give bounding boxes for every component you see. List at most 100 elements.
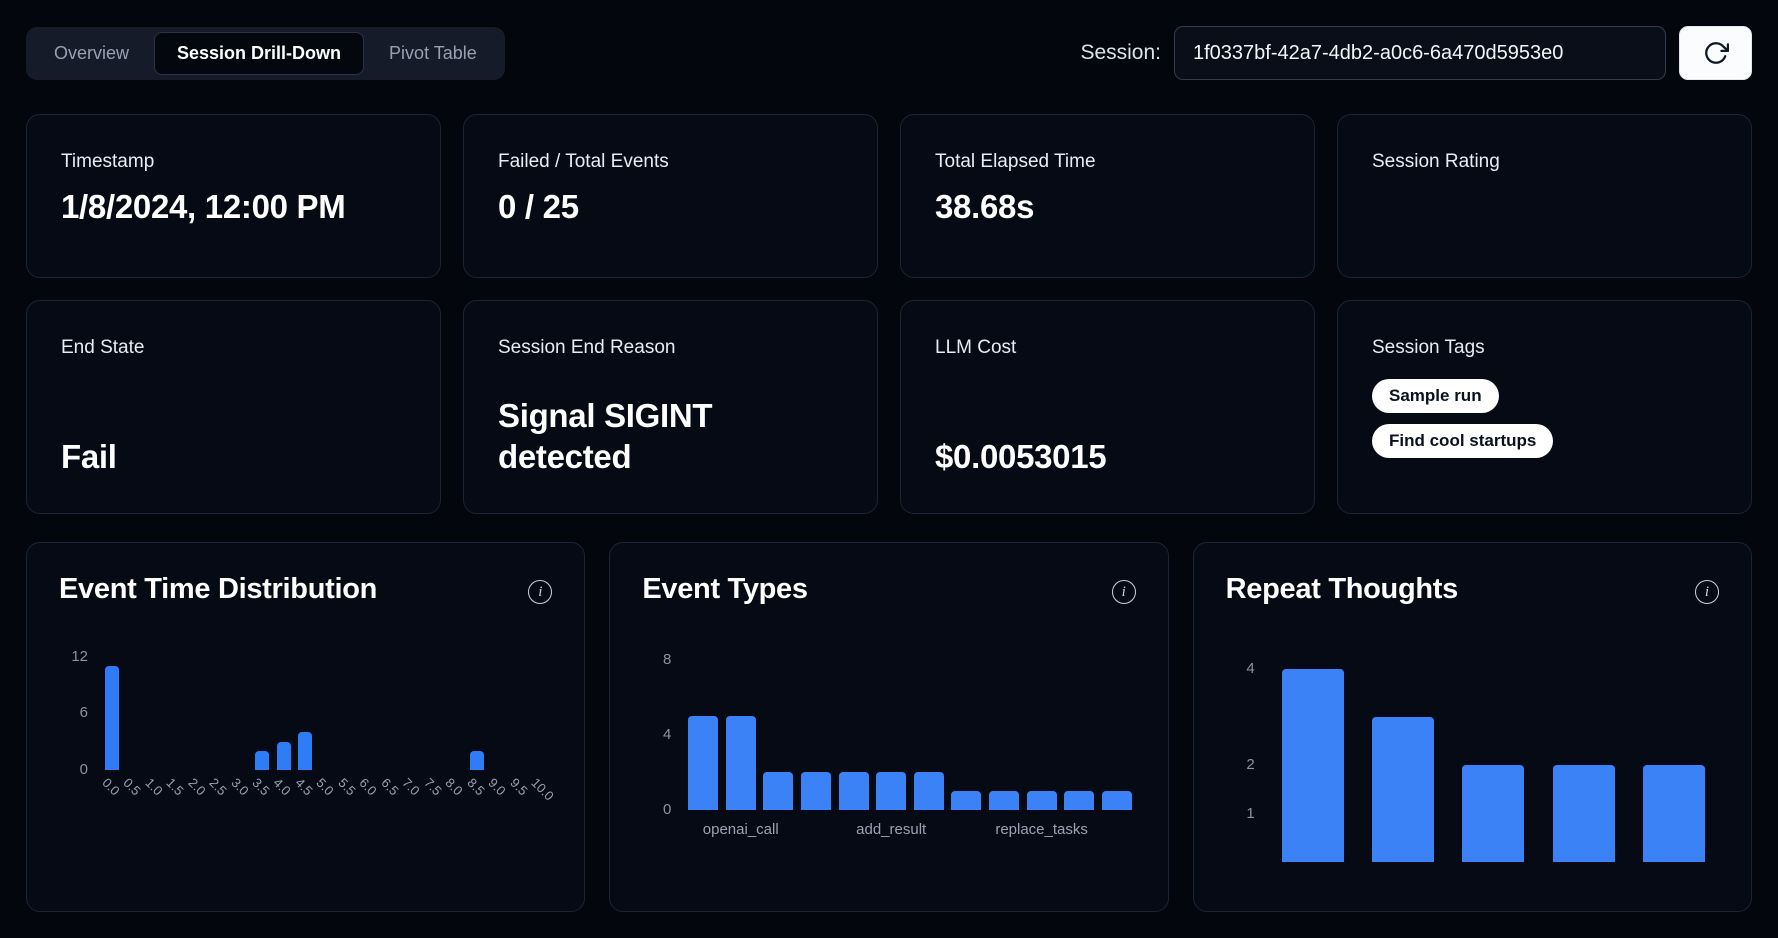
x-tick-label: 5.0: [313, 775, 338, 799]
chart-bar: [1064, 791, 1095, 810]
tab-overview[interactable]: Overview: [31, 32, 152, 75]
info-icon[interactable]: i: [528, 580, 553, 604]
tab-session-drill-down[interactable]: Session Drill-Down: [154, 31, 365, 75]
x-tick-label: 4.5: [292, 775, 316, 799]
tab-bar: Overview Session Drill-Down Pivot Table: [26, 26, 505, 80]
x-tick-label: 1.5: [163, 775, 187, 799]
chart-bar: [838, 772, 869, 810]
chart-card-repeat-thoughts: Repeat Thoughts i 1 2 4: [1192, 542, 1752, 912]
y-tick-label: 6: [79, 704, 88, 722]
chart-title: Event Types: [642, 573, 808, 605]
chart-bar: [913, 772, 944, 810]
x-tick-label: 5.5: [335, 775, 359, 799]
chart-header: Event Types i: [642, 573, 1136, 606]
chart-title: Event Time Distribution: [59, 573, 378, 605]
chart-bar: [989, 791, 1019, 810]
session-tags-list: Sample run Find cool startups: [1372, 379, 1717, 458]
y-tick-label: 4: [662, 725, 672, 743]
bar-slot: [294, 652, 315, 770]
chart-bar: [876, 772, 907, 810]
chart-bar: [276, 742, 291, 770]
stat-value: 0 / 25: [498, 188, 579, 225]
info-icon[interactable]: i: [1111, 580, 1136, 604]
refresh-button[interactable]: [1679, 26, 1752, 80]
stat-card-failed-total-events: Failed / Total Events 0 / 25: [463, 114, 878, 278]
x-tick-label: 2.5: [206, 775, 230, 799]
y-tick-label: 4: [1246, 659, 1255, 677]
stat-title: Failed / Total Events: [498, 151, 669, 172]
x-tick-label: openai_call: [702, 821, 779, 838]
x-tick-label: add_result: [856, 821, 927, 838]
bar-slot: [1098, 652, 1136, 810]
x-tick-label: 1.0: [141, 775, 166, 799]
bar-slot: [1358, 652, 1448, 862]
chart-bar: [1462, 765, 1525, 862]
chart-bar: [763, 772, 794, 810]
chart-card-event-time-distribution: Event Time Distribution i 0 6 12 0.0 0.5 1.0 1…: [26, 542, 586, 912]
chart-card-event-types: Event Types i 0 4 8 openai_call add_result re…: [609, 542, 1169, 912]
charts-grid: Event Time Distribution i 0 6 12 0.0 0.5 1.0 1…: [26, 542, 1752, 912]
bar-slot: [1629, 652, 1719, 862]
bar-slot: [466, 652, 487, 770]
bar-slot: [316, 652, 337, 770]
x-tick-label: 8.5: [464, 775, 488, 799]
x-tick-label: 6.0: [356, 775, 381, 799]
stat-title: Timestamp: [61, 151, 155, 172]
bar-slot: [230, 652, 251, 770]
x-tick-label: 3.0: [227, 775, 252, 799]
x-tick-label: 6.5: [378, 775, 402, 799]
bar-slot: [1268, 652, 1358, 862]
info-icon[interactable]: i: [1694, 580, 1719, 604]
x-tick-label: 9.5: [507, 775, 531, 799]
bar-slot: [165, 652, 186, 770]
chart-bar: [1026, 791, 1057, 810]
bar-slot: [423, 652, 444, 770]
y-tick-label: 8: [662, 650, 672, 668]
chart-bar: [1552, 765, 1615, 862]
x-tick-label: 2.0: [184, 775, 209, 799]
bar-slot: [187, 652, 208, 770]
bar-slot: [273, 652, 294, 770]
chart-bar: [1281, 669, 1344, 862]
x-tick-label: 0.5: [120, 775, 144, 799]
bar-slot: [359, 652, 380, 770]
topbar: Overview Session Drill-Down Pivot Table …: [26, 26, 1752, 80]
stat-title: Total Elapsed Time: [935, 151, 1096, 172]
bar-slot: [985, 652, 1023, 810]
y-tick-label: 0: [662, 801, 672, 818]
stat-card-session-rating: Session Rating: [1337, 114, 1752, 278]
x-tick-label: 10.0: [528, 775, 558, 804]
bar-slot: [1060, 652, 1098, 810]
bar-slot: [380, 652, 401, 770]
bar-slot: [101, 652, 122, 770]
bar-slot: [122, 652, 143, 770]
event-time-distribution-chart: 0 6 12 0.0 0.5 1.0 1.5 2.0 2.5 3.0 3.5 4.0 4.5 5.0 5.5…: [59, 648, 557, 836]
stat-value: Fail: [61, 437, 117, 475]
chart-bar: [298, 732, 313, 770]
bar-slot: [872, 652, 910, 810]
bar-slot: [797, 652, 835, 810]
tab-pivot-table[interactable]: Pivot Table: [366, 32, 500, 75]
stat-card-session-end-reason: Session End Reason Signal SIGINT detecte…: [463, 300, 878, 514]
chart-bar: [1372, 717, 1435, 862]
x-tick-label: 9.0: [485, 775, 510, 799]
x-tick-label: 4.0: [270, 775, 295, 799]
bar-slot: [1448, 652, 1538, 862]
bar-slot: [910, 652, 948, 810]
repeat-thoughts-chart: 1 2 4: [1226, 652, 1719, 862]
bar-slot: [531, 652, 552, 770]
bar-slot: [684, 652, 722, 810]
bar-slot: [948, 652, 986, 810]
bar-slot: [1538, 652, 1628, 862]
session-tag: Sample run: [1372, 379, 1499, 413]
bar-slot: [144, 652, 165, 770]
bar-slot: [488, 652, 509, 770]
session-id-input[interactable]: [1174, 26, 1666, 80]
y-tick-label: 1: [1246, 804, 1255, 822]
y-tick-label: 2: [1246, 756, 1255, 774]
bar-slot: [402, 652, 423, 770]
chart-bar: [951, 791, 982, 810]
stat-title: End State: [61, 337, 145, 358]
chart-bar: [1101, 791, 1132, 810]
chart-bar: [688, 716, 719, 810]
